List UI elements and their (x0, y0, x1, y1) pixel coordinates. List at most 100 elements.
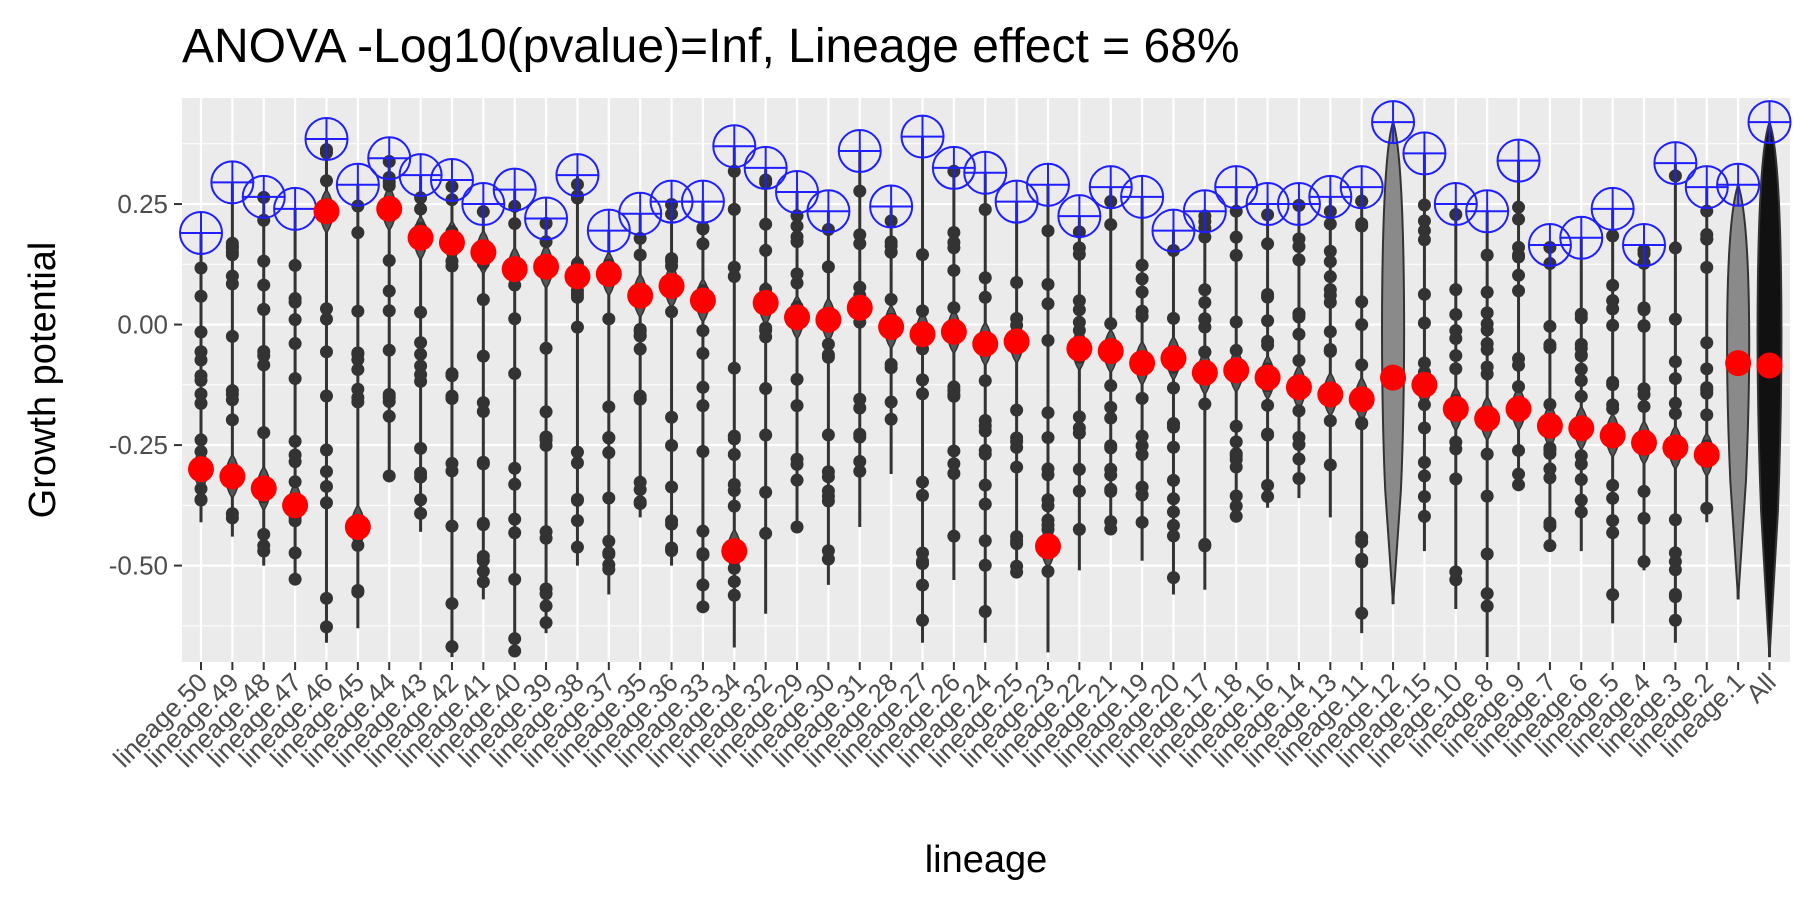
outlier-point (382, 254, 396, 268)
outlier-point (1449, 472, 1463, 486)
outlier-point (1606, 318, 1620, 332)
outlier-point (1637, 399, 1651, 413)
outlier-point (633, 389, 647, 403)
outlier-point (1417, 509, 1431, 523)
mean-point-lineage.7 (1536, 412, 1563, 439)
outlier-point (1135, 258, 1149, 272)
outlier-point (1198, 283, 1212, 297)
mean-point-lineage.30 (815, 306, 842, 333)
mean-point-lineage.28 (878, 313, 905, 340)
max-marker-lineage.27 (900, 114, 945, 159)
outlier-point (884, 357, 898, 371)
outlier-point (1229, 248, 1243, 262)
outlier-point (1417, 198, 1431, 212)
outlier-point (1700, 501, 1714, 515)
outlier-point (1700, 336, 1714, 350)
outlier-point (759, 485, 773, 499)
outlier-point (821, 484, 835, 498)
chart-title: ANOVA -Log10(pvalue)=Inf, Lineage effect… (182, 20, 1240, 73)
outlier-point (225, 269, 239, 283)
outlier-point (1480, 447, 1494, 461)
max-marker-lineage.50 (179, 210, 223, 255)
outlier-point (602, 400, 616, 414)
outlier-point (696, 600, 710, 614)
outlier-point (1041, 297, 1055, 311)
outlier-point (539, 587, 553, 601)
outlier-point (1668, 396, 1682, 410)
mean-point-lineage.21 (1097, 338, 1124, 365)
mean-point-lineage.42 (438, 229, 465, 256)
outlier-point (1261, 478, 1275, 492)
outlier-point (1323, 325, 1337, 339)
outlier-point (1292, 327, 1306, 341)
outlier-point (1072, 484, 1086, 498)
outlier-point (916, 248, 930, 262)
outlier-point (1637, 382, 1651, 396)
mean-point-lineage.16 (1254, 364, 1281, 391)
outlier-point (602, 491, 616, 505)
max-marker-lineage.21 (1088, 165, 1133, 210)
outlier-point (978, 478, 992, 492)
outlier-point (1543, 539, 1557, 553)
outlier-point (978, 534, 992, 548)
outlier-point (414, 305, 428, 319)
max-marker-lineage.15 (1402, 131, 1447, 176)
outlier-point (288, 572, 302, 586)
outlier-point (884, 292, 898, 306)
mean-point-lineage.44 (376, 195, 403, 222)
outlier-point (1449, 283, 1463, 297)
outlier-point (1135, 285, 1149, 299)
mean-point-lineage.48 (250, 475, 277, 502)
max-marker-lineage.18 (1214, 165, 1259, 210)
outlier-point (665, 410, 679, 424)
outlier-point (476, 516, 490, 530)
outlier-point (1637, 511, 1651, 525)
outlier-point (1700, 362, 1714, 376)
max-marker-lineage.8 (1465, 189, 1510, 234)
max-marker-lineage.49 (210, 160, 255, 205)
outlier-point (1668, 555, 1682, 569)
max-marker-lineage.30 (806, 189, 851, 234)
mean-point-lineage.2 (1693, 441, 1720, 468)
outlier-point (351, 304, 365, 318)
outlier-point (696, 324, 710, 338)
outlier-point (414, 466, 428, 480)
outlier-point (570, 514, 584, 528)
outlier-point (414, 191, 428, 205)
outlier-point (508, 278, 522, 292)
outlier-point (225, 511, 239, 525)
outlier-point (225, 329, 239, 343)
mean-point-lineage.39 (533, 253, 560, 280)
outlier-point (727, 361, 741, 375)
outlier-point (947, 225, 961, 239)
outlier-point (696, 237, 710, 251)
outlier-point (1355, 295, 1369, 309)
outlier-point (539, 341, 553, 355)
outlier-point (1480, 587, 1494, 601)
outlier-point (853, 280, 867, 294)
outlier-point (1543, 462, 1557, 476)
outlier-point (1606, 526, 1620, 540)
outlier-point (1166, 518, 1180, 532)
mean-point-lineage.15 (1411, 371, 1438, 398)
outlier-point (916, 578, 930, 592)
outlier-point (1417, 214, 1431, 228)
outlier-point (1041, 518, 1055, 532)
outlier-point (1323, 217, 1337, 231)
outlier-point (665, 439, 679, 453)
outlier-point (257, 254, 271, 268)
outlier-point (1512, 284, 1526, 298)
outlier-point (1229, 499, 1243, 513)
outlier-point (539, 599, 553, 613)
outlier-point (665, 541, 679, 555)
outlier-point (790, 399, 804, 413)
mean-point-lineage.47 (282, 492, 309, 519)
outlier-point (947, 444, 961, 458)
outlier-point (696, 547, 710, 561)
x-axis: lineage.50lineage.49lineage.48lineage.47… (107, 662, 1782, 773)
outlier-point (916, 387, 930, 401)
outlier-point (1323, 270, 1337, 284)
outlier-point (508, 512, 522, 526)
outlier-point (1135, 309, 1149, 323)
outlier-point (853, 464, 867, 478)
